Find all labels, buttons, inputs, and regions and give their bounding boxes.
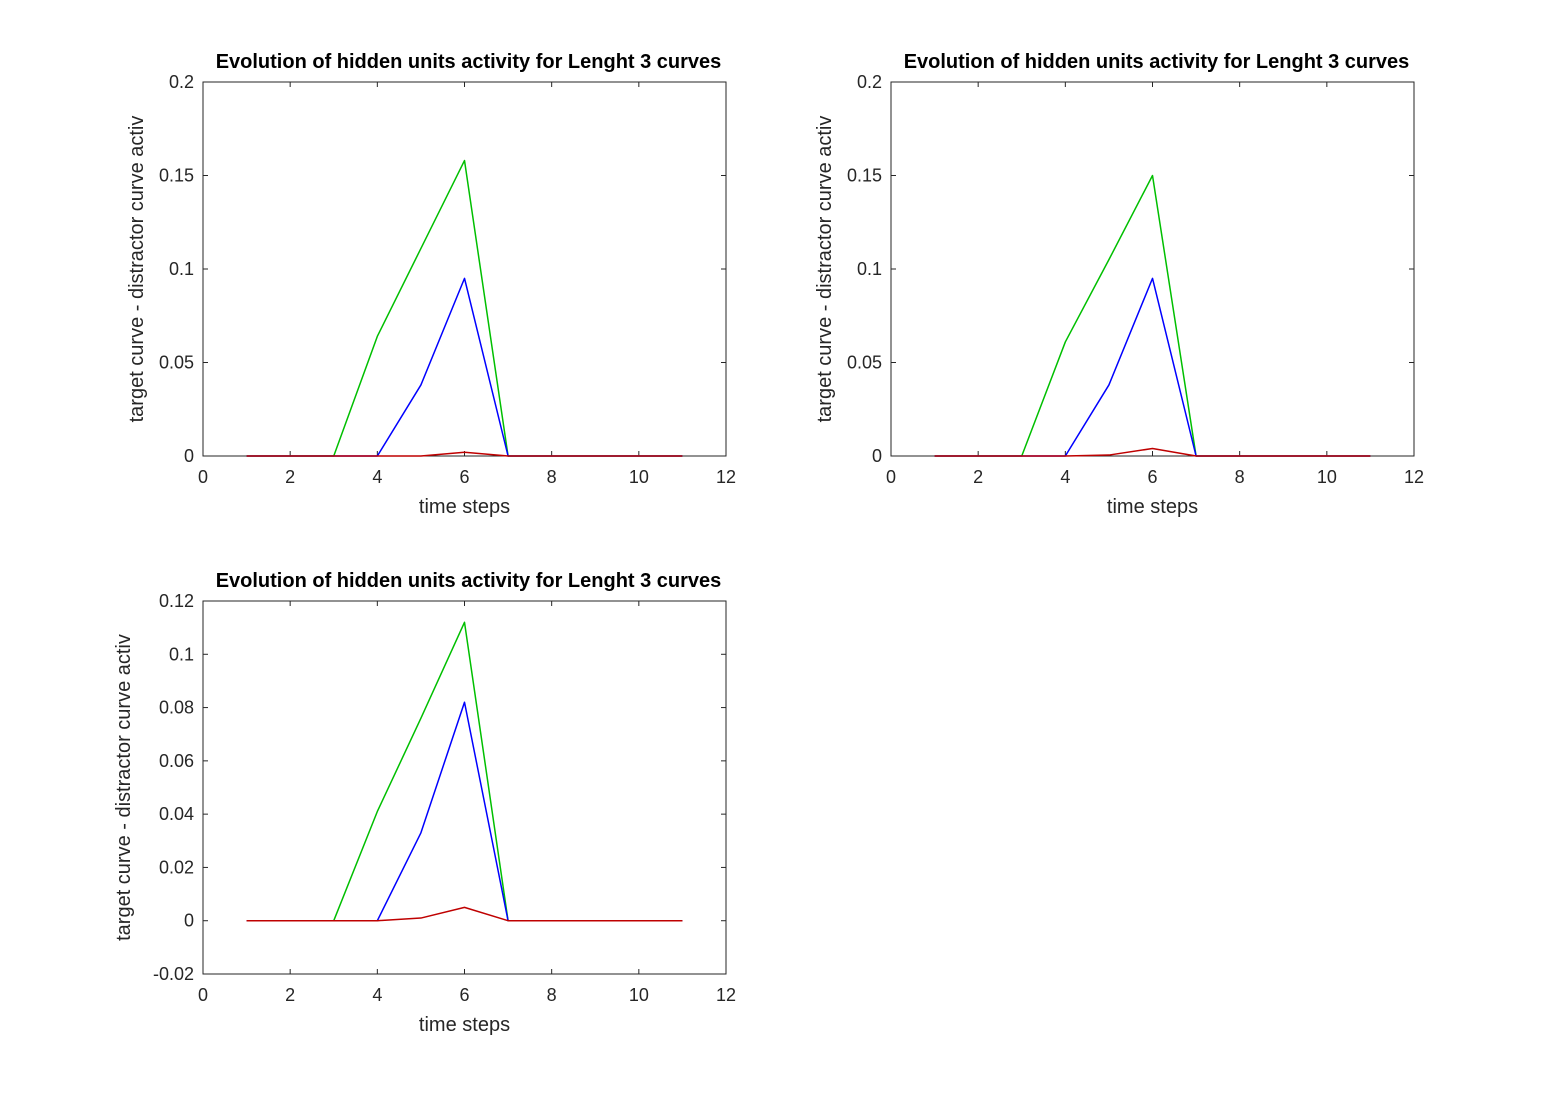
chart-1-ytick-label: 0 bbox=[184, 446, 194, 466]
chart-2-ytick-label: 0.2 bbox=[857, 72, 882, 92]
chart-2-title: Evolution of hidden units activity for L… bbox=[904, 51, 1410, 73]
chart-2-ylabel: target curve - distractor curve activ bbox=[814, 116, 836, 423]
chart-3-series-3-line bbox=[246, 906, 683, 922]
chart-2-xtick-label: 6 bbox=[1147, 467, 1157, 487]
chart-1-xtick-label: 0 bbox=[198, 467, 208, 487]
chart-1-title: Evolution of hidden units activity for L… bbox=[216, 51, 722, 73]
chart-3: 0 2 4 6 8 10 12-0.0200.020.040.060.080.10.12Ev… bbox=[113, 570, 736, 1036]
chart-3-ytick-label: 0.02 bbox=[159, 857, 194, 877]
chart-1-xlabel: time steps bbox=[419, 496, 510, 518]
chart-3-xtick-label: 2 bbox=[285, 985, 295, 1005]
chart-2-ytick-label: 0.1 bbox=[857, 259, 882, 279]
chart-1-ytick-label: 0.1 bbox=[169, 259, 194, 279]
chart-2-xtick-label: 2 bbox=[973, 467, 983, 487]
chart-3-ytick-label: 0.04 bbox=[159, 804, 194, 824]
chart-3-xtick-label: 0 bbox=[198, 985, 208, 1005]
chart-2-ytick-label: 0.15 bbox=[847, 166, 882, 186]
chart-2-xtick-label: 8 bbox=[1235, 467, 1245, 487]
chart-3-ytick-label: 0.1 bbox=[169, 644, 194, 664]
chart-1-xtick-label: 2 bbox=[285, 467, 295, 487]
chart-3-ytick-label: 0 bbox=[184, 911, 194, 931]
chart-2-xtick-label: 10 bbox=[1317, 467, 1337, 487]
chart-2-xtick-label: 4 bbox=[1060, 467, 1070, 487]
chart-3-xtick-label: 4 bbox=[372, 985, 382, 1005]
chart-2-ytick-label: 0.05 bbox=[847, 353, 882, 373]
chart-3-xtick-label: 12 bbox=[716, 985, 736, 1005]
chart-1-ylabel: target curve - distractor curve activ bbox=[126, 116, 148, 423]
chart-1-xtick-label: 8 bbox=[547, 467, 557, 487]
chart-2-ytick-label: 0 bbox=[872, 446, 882, 466]
chart-2-axes-box bbox=[890, 81, 1415, 457]
chart-3-axes-box bbox=[202, 600, 727, 975]
chart-2-xtick-label: 0 bbox=[886, 467, 896, 487]
chart-2-xlabel: time steps bbox=[1107, 496, 1198, 518]
chart-1-xtick-label: 12 bbox=[716, 467, 736, 487]
chart-3-xlabel: time steps bbox=[419, 1014, 510, 1036]
chart-1-xtick-label: 4 bbox=[372, 467, 382, 487]
chart-1: 0 2 4 6 8 10 12 0 0.05 0.1 0.15 0.2 Evolution of hid… bbox=[126, 51, 736, 518]
chart-2-series-3-line bbox=[934, 447, 1371, 457]
chart-2-xtick-label: 12 bbox=[1404, 467, 1424, 487]
chart-3-ytick-label: 0.12 bbox=[159, 591, 194, 611]
chart-2: 0 2 4 6 8 10 12 0 0.05 0.1 0.15 0.2 Evolution of hid… bbox=[814, 51, 1424, 518]
chart-1-series-3-line bbox=[246, 451, 683, 457]
chart-1-ytick-label: 0.15 bbox=[159, 166, 194, 186]
chart-1-axes-box bbox=[202, 81, 727, 457]
chart-3-title: Evolution of hidden units activity for L… bbox=[216, 570, 722, 592]
chart-1-ytick-label: 0.05 bbox=[159, 353, 194, 373]
chart-3-ytick-label: 0.06 bbox=[159, 751, 194, 771]
chart-3-ytick-label: -0.02 bbox=[153, 964, 194, 984]
chart-1-ytick-label: 0.2 bbox=[169, 72, 194, 92]
chart-3-xtick-label: 10 bbox=[629, 985, 649, 1005]
chart-1-xtick-label: 6 bbox=[459, 467, 469, 487]
chart-1-xtick-label: 10 bbox=[629, 467, 649, 487]
chart-3-ylabel: target curve - distractor curve activ bbox=[113, 634, 135, 941]
chart-3-xtick-label: 6 bbox=[459, 985, 469, 1005]
chart-3-ytick-label: 0.08 bbox=[159, 698, 194, 718]
chart-3-xtick-label: 8 bbox=[547, 985, 557, 1005]
